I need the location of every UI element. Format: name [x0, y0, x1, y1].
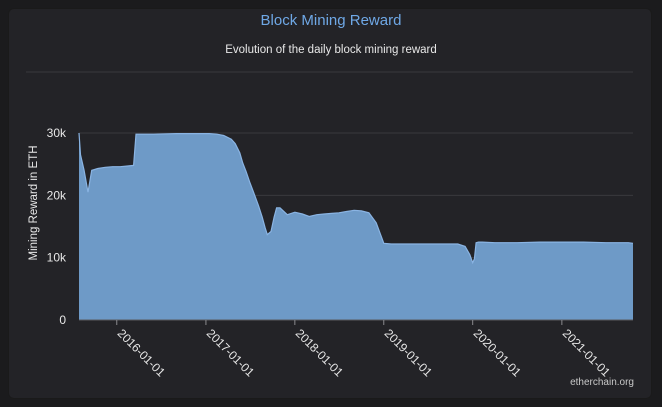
chart-subtitle: Evolution of the daily block mining rewa…: [225, 44, 437, 56]
x-tick-label: 2017-01-01: [204, 326, 258, 380]
x-tick-label: 2018-01-01: [293, 326, 347, 380]
source-credit: etherchain.org: [570, 377, 634, 388]
x-tick-label: 2016-01-01: [115, 326, 169, 380]
y-tick-label: 0: [59, 313, 66, 327]
y-tick-label: 10k: [47, 251, 67, 265]
reward-line: [78, 132, 634, 265]
reward-area: [79, 133, 633, 320]
y-tick-label: 20k: [47, 188, 67, 202]
y-tick-label: 30k: [47, 126, 67, 140]
y-axis-label: Mining Reward in ETH: [28, 145, 40, 260]
x-tick-label: 2020-01-01: [471, 326, 525, 380]
chart-title: Block Mining Reward: [260, 12, 402, 29]
x-tick-label: 2021-01-01: [560, 326, 614, 380]
x-tick-label: 2019-01-01: [382, 326, 436, 380]
